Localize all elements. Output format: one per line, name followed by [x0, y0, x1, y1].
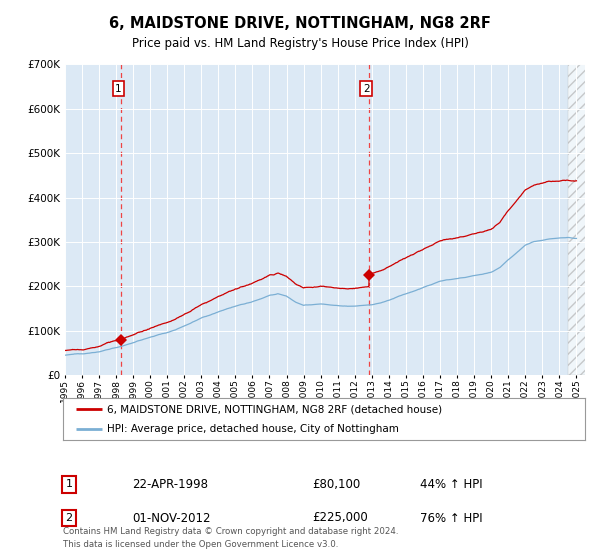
Text: 01-NOV-2012: 01-NOV-2012: [132, 511, 211, 525]
Text: 2: 2: [363, 84, 370, 94]
Bar: [568, 64, 600, 375]
Text: 1: 1: [115, 84, 122, 94]
Text: 76% ↑ HPI: 76% ↑ HPI: [420, 511, 482, 525]
Text: Price paid vs. HM Land Registry's House Price Index (HPI): Price paid vs. HM Land Registry's House …: [131, 36, 469, 50]
Text: 44% ↑ HPI: 44% ↑ HPI: [420, 478, 482, 491]
Text: 2: 2: [65, 513, 73, 523]
Text: 6, MAIDSTONE DRIVE, NOTTINGHAM, NG8 2RF: 6, MAIDSTONE DRIVE, NOTTINGHAM, NG8 2RF: [109, 16, 491, 31]
Text: 6, MAIDSTONE DRIVE, NOTTINGHAM, NG8 2RF (detached house): 6, MAIDSTONE DRIVE, NOTTINGHAM, NG8 2RF …: [107, 404, 442, 414]
Text: 22-APR-1998: 22-APR-1998: [132, 478, 208, 491]
Text: Contains HM Land Registry data © Crown copyright and database right 2024.
This d: Contains HM Land Registry data © Crown c…: [63, 528, 398, 549]
Text: HPI: Average price, detached house, City of Nottingham: HPI: Average price, detached house, City…: [107, 424, 399, 434]
Text: 1: 1: [65, 479, 73, 489]
Text: £80,100: £80,100: [312, 478, 360, 491]
Text: £225,000: £225,000: [312, 511, 368, 525]
